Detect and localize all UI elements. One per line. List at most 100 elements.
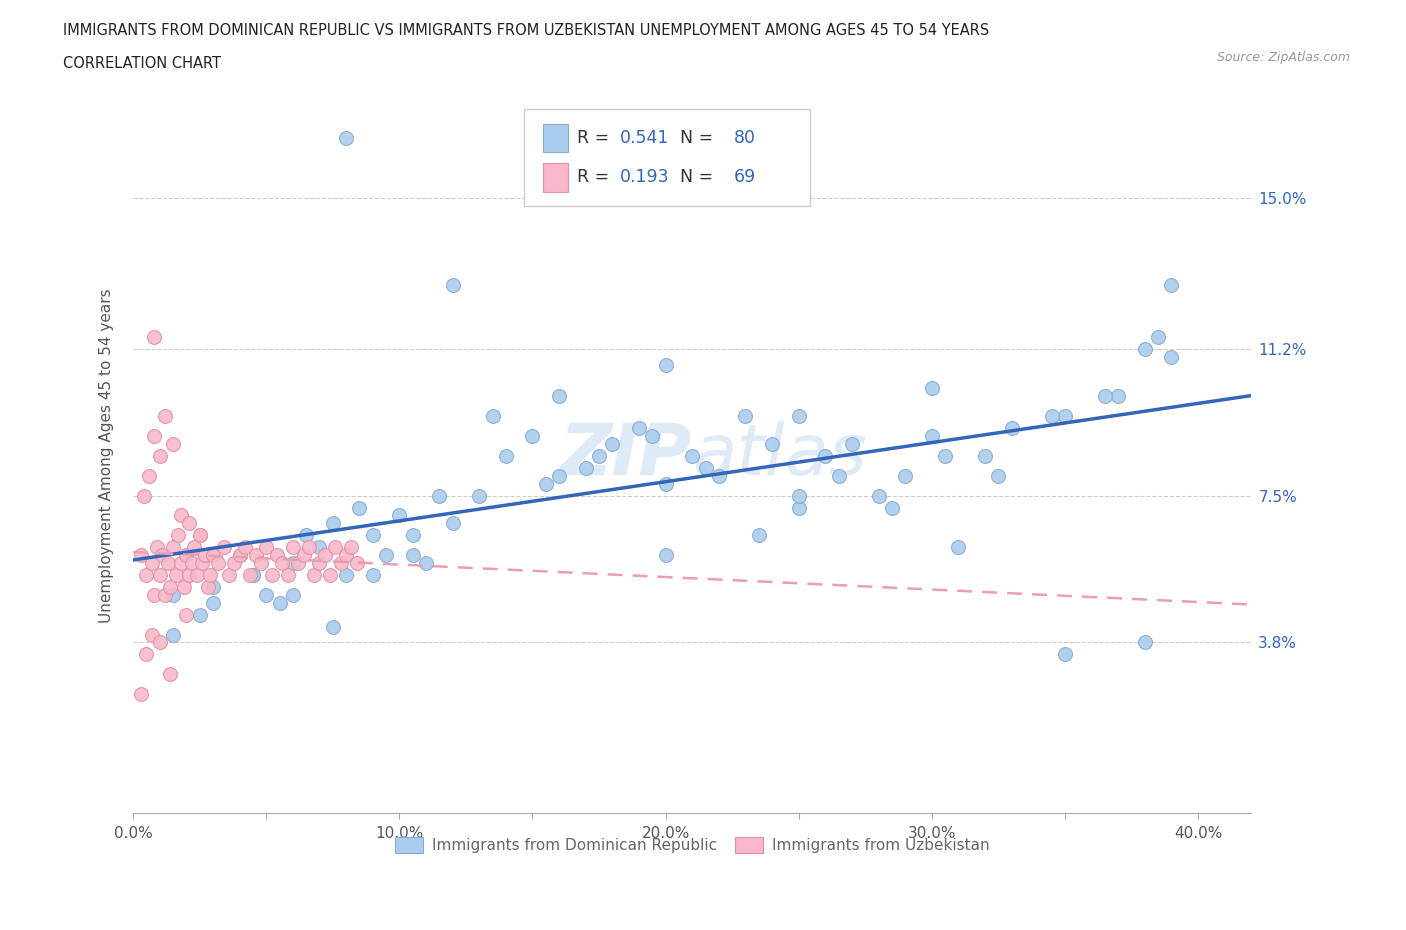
Point (162, 588, 184, 603)
Point (314, 548, 336, 563)
FancyBboxPatch shape (524, 110, 810, 206)
Point (176, 548, 198, 563)
Point (707, 469, 730, 484)
Point (346, 555, 368, 570)
Text: ZIP: ZIP (560, 421, 692, 490)
Point (427, 488, 450, 503)
Point (159, 579, 181, 594)
Point (654, 476, 676, 491)
Point (170, 555, 193, 570)
Point (388, 508, 411, 523)
Point (141, 555, 163, 570)
Point (761, 436, 783, 451)
Point (281, 555, 304, 570)
Point (748, 528, 770, 543)
Point (948, 539, 970, 554)
Point (277, 567, 299, 582)
Point (170, 508, 193, 523)
Point (295, 528, 318, 543)
Point (281, 539, 304, 554)
Point (165, 567, 187, 582)
Point (218, 567, 240, 582)
Text: atlas: atlas (692, 421, 868, 490)
Point (1160, 278, 1182, 293)
Point (641, 429, 664, 444)
Point (375, 548, 398, 563)
Text: N =: N = (669, 129, 718, 147)
Point (149, 635, 172, 650)
Point (239, 567, 262, 582)
Text: 69: 69 (734, 168, 756, 186)
Point (319, 567, 342, 582)
Point (1107, 389, 1129, 404)
Point (201, 579, 224, 594)
Point (814, 448, 837, 463)
Point (340, 539, 363, 554)
Point (787, 500, 810, 515)
Point (654, 548, 676, 563)
Point (481, 409, 503, 424)
Text: R =: R = (576, 129, 614, 147)
Point (162, 436, 184, 451)
Point (152, 548, 174, 563)
Point (1147, 329, 1170, 344)
Point (548, 389, 571, 404)
Point (250, 555, 273, 570)
Point (180, 555, 202, 570)
Point (201, 548, 224, 563)
Text: 80: 80 (734, 129, 755, 147)
Point (468, 488, 491, 503)
Point (153, 588, 176, 603)
Point (162, 539, 184, 554)
Point (188, 528, 211, 543)
Point (292, 548, 315, 563)
Point (129, 548, 152, 563)
Point (588, 448, 610, 463)
Legend: Immigrants from Dominican Republic, Immigrants from Uzbekistan: Immigrants from Dominican Republic, Immi… (389, 830, 995, 859)
Point (575, 460, 598, 475)
Text: IMMIGRANTS FROM DOMINICAN REPUBLIC VS IMMIGRANTS FROM UZBEKISTAN UNEMPLOYMENT AM: IMMIGRANTS FROM DOMINICAN REPUBLIC VS IM… (63, 23, 990, 38)
Point (402, 528, 425, 543)
Point (177, 516, 200, 531)
Point (188, 528, 211, 543)
Point (402, 548, 425, 563)
Point (167, 528, 190, 543)
Point (335, 548, 357, 563)
Point (260, 567, 283, 582)
Point (245, 548, 267, 563)
Point (141, 627, 163, 642)
Point (787, 488, 810, 503)
Point (602, 436, 624, 451)
Point (176, 607, 198, 622)
Point (228, 548, 250, 563)
Point (212, 539, 235, 554)
Point (934, 448, 956, 463)
Point (522, 429, 544, 444)
Point (177, 567, 200, 582)
Point (335, 567, 357, 582)
Point (302, 567, 325, 582)
Point (159, 667, 181, 682)
Point (681, 448, 703, 463)
Point (224, 555, 246, 570)
Point (156, 555, 179, 570)
Point (335, 131, 357, 146)
Point (654, 357, 676, 372)
Point (201, 595, 224, 610)
Point (191, 555, 214, 570)
Point (129, 686, 152, 701)
Point (200, 567, 222, 582)
Point (269, 595, 291, 610)
Point (495, 448, 517, 463)
Point (1053, 647, 1076, 662)
Point (695, 460, 717, 475)
Point (281, 588, 304, 603)
Point (841, 436, 863, 451)
Point (194, 548, 217, 563)
Point (921, 429, 943, 444)
Point (1133, 341, 1156, 356)
Point (441, 516, 464, 531)
Point (242, 567, 264, 582)
Point (308, 539, 330, 554)
Point (325, 539, 347, 554)
